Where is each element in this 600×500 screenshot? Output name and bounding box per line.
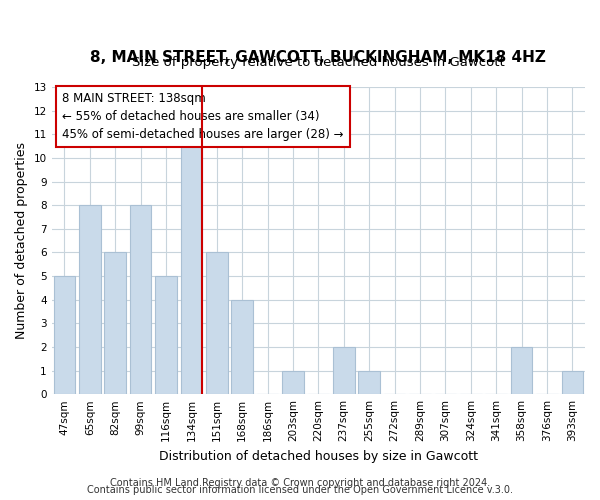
X-axis label: Distribution of detached houses by size in Gawcott: Distribution of detached houses by size …	[159, 450, 478, 462]
Bar	[562, 370, 583, 394]
Title: 8, MAIN STREET, GAWCOTT, BUCKINGHAM, MK18 4HZ: 8, MAIN STREET, GAWCOTT, BUCKINGHAM, MK1…	[91, 50, 546, 65]
Bar	[53, 276, 75, 394]
Bar	[333, 347, 355, 394]
Bar	[511, 347, 532, 394]
Bar	[232, 300, 253, 394]
Bar	[104, 252, 126, 394]
Bar	[206, 252, 227, 394]
Bar	[155, 276, 177, 394]
Text: Contains HM Land Registry data © Crown copyright and database right 2024.: Contains HM Land Registry data © Crown c…	[110, 478, 490, 488]
Y-axis label: Number of detached properties: Number of detached properties	[15, 142, 28, 339]
Bar	[282, 370, 304, 394]
Bar	[358, 370, 380, 394]
Bar	[79, 205, 101, 394]
Bar	[181, 134, 202, 394]
Bar	[130, 205, 151, 394]
Text: Size of property relative to detached houses in Gawcott: Size of property relative to detached ho…	[132, 56, 505, 68]
Text: 8 MAIN STREET: 138sqm
← 55% of detached houses are smaller (34)
45% of semi-deta: 8 MAIN STREET: 138sqm ← 55% of detached …	[62, 92, 344, 140]
Text: Contains public sector information licensed under the Open Government Licence v.: Contains public sector information licen…	[87, 485, 513, 495]
